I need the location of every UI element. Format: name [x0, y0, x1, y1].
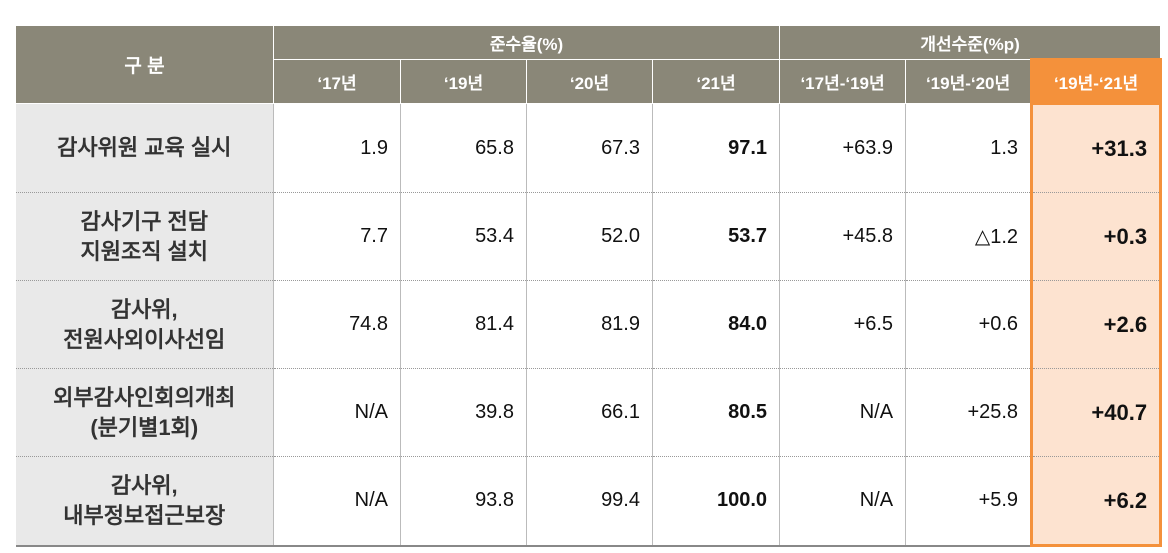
table-row: 외부감사인회의개최 (분기별1회) N/A 39.8 66.1 80.5 N/A +25.8…: [15, 368, 1163, 457]
table-cell: 66.1: [526, 368, 653, 457]
table-cell: 81.9: [526, 280, 653, 369]
column-header: ‘17년: [273, 59, 401, 104]
table-cell: 1.3: [905, 103, 1032, 193]
table-cell: +40.7: [1030, 368, 1163, 457]
table-cell: N/A: [779, 368, 906, 457]
table-cell: 53.4: [400, 192, 527, 281]
table-row: 감사위, 내부정보접근보장 N/A 93.8 99.4 100.0 N/A +5.9 +6.2: [15, 456, 1163, 547]
table-cell: △1.2: [905, 192, 1032, 281]
table-cell: 100.0: [651, 456, 780, 547]
table-row: 감사위, 전원사외이사선임 74.8 81.4 81.9 84.0 +6.5 +0.6 +2.…: [15, 280, 1163, 369]
row-label: 감사기구 전담 지원조직 설치: [15, 192, 274, 281]
table-cell: 81.4: [400, 280, 527, 369]
table-row: 감사위원 교육 실시 1.9 65.8 67.3 97.1 +63.9 1.3 +31.3: [15, 103, 1163, 193]
column-header: ‘17년-‘19년: [779, 59, 907, 104]
table-cell: 93.8: [400, 456, 527, 547]
table-cell: 39.8: [400, 368, 527, 457]
header-group: 준수율(%): [272, 25, 781, 60]
table-cell: +0.3: [1030, 192, 1163, 281]
table-cell: +6.2: [1030, 456, 1163, 547]
table-cell: 99.4: [526, 456, 653, 547]
table-cell: 67.3: [526, 103, 653, 193]
column-header: ‘19년-‘21년: [1030, 58, 1163, 105]
table-cell: +31.3: [1030, 103, 1163, 193]
row-label: 감사위, 전원사외이사선임: [15, 280, 274, 369]
table-cell: 52.0: [526, 192, 653, 281]
row-label: 감사위, 내부정보접근보장: [15, 456, 274, 547]
table-cell: 7.7: [273, 192, 401, 281]
table-cell: N/A: [273, 368, 401, 457]
table-cell: +45.8: [779, 192, 906, 281]
table-row: 감사기구 전담 지원조직 설치 7.7 53.4 52.0 53.7 +45.8 △1.2 +…: [15, 192, 1163, 281]
table-cell: +0.6: [905, 280, 1032, 369]
column-header: ‘20년: [526, 59, 653, 104]
table-cell: 53.7: [651, 192, 780, 281]
row-label: 외부감사인회의개최 (분기별1회): [15, 368, 274, 457]
column-header: ‘19년-‘20년: [905, 59, 1033, 104]
data-table: 구 분 준수율(%) 개선수준(%p) ‘17년 ‘19년 ‘20년 ‘21년 ‘17년…: [15, 25, 1163, 547]
table-cell: 84.0: [651, 280, 780, 369]
table-cell: 1.9: [273, 103, 401, 193]
table-cell: 97.1: [651, 103, 780, 193]
column-header: ‘19년: [400, 59, 527, 104]
table-cell: 65.8: [400, 103, 527, 193]
table-cell: +2.6: [1030, 280, 1163, 369]
column-header: ‘21년: [651, 59, 781, 104]
row-label: 감사위원 교육 실시: [15, 103, 274, 193]
table-cell: +5.9: [905, 456, 1032, 547]
table-cell: +25.8: [905, 368, 1032, 457]
table-cell: +63.9: [779, 103, 906, 193]
table-cell: +6.5: [779, 280, 906, 369]
table-cell: N/A: [779, 456, 906, 547]
header-category: 구 분: [15, 25, 274, 104]
header-group: 개선수준(%p): [779, 25, 1162, 60]
table-cell: N/A: [273, 456, 401, 547]
table-cell: 80.5: [651, 368, 780, 457]
table-cell: 74.8: [273, 280, 401, 369]
